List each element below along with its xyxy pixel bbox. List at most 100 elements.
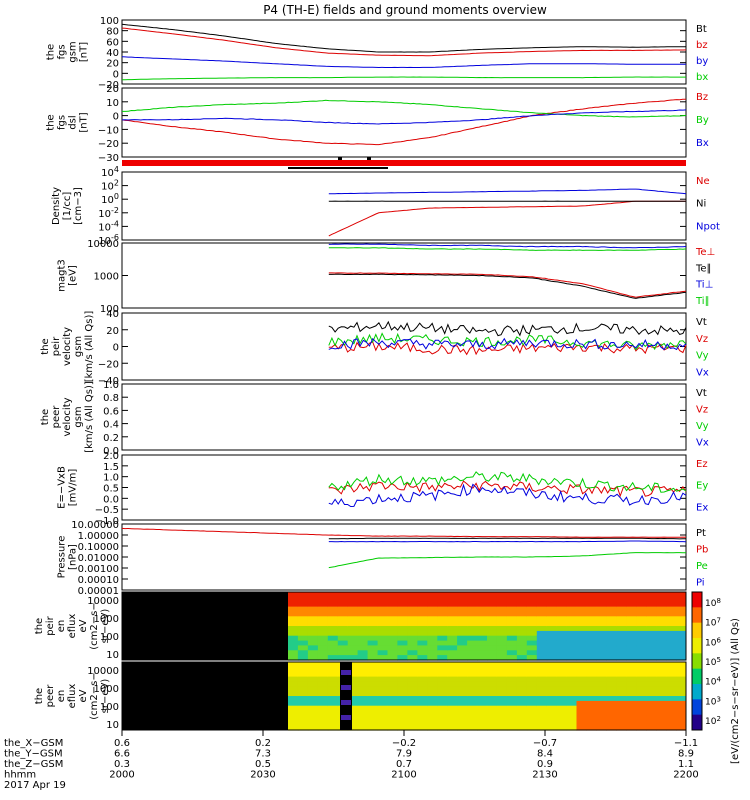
spectrogram-cell (477, 710, 488, 717)
legend-Vx: Vx (696, 438, 709, 449)
spectrogram-cell (536, 655, 548, 661)
spectrogram-cell (377, 650, 389, 656)
colorbar-tick-label: 107 (705, 617, 721, 629)
spectrogram-cell (676, 696, 687, 702)
series-line-Ti⊥ (328, 243, 687, 249)
spectrogram-cell (506, 592, 518, 598)
spectrogram-cell (656, 596, 667, 603)
spectrogram-cell (556, 640, 568, 647)
spectrogram-cell (606, 596, 617, 603)
spectrogram-cell (556, 705, 568, 712)
spectrogram-cell (437, 616, 448, 622)
spectrogram-cell (666, 681, 677, 687)
spectrogram-cell (566, 720, 578, 726)
spectrogram-cell (656, 681, 667, 687)
colorbar-label: [eV/(cm2−s−sr−eV)] (All Qs) (730, 618, 741, 764)
series-line-Bx (121, 109, 687, 125)
spectrogram-cell (417, 616, 428, 622)
y-tick-label: −10 (98, 125, 119, 136)
series-line-Ez (328, 480, 687, 498)
spectrogram-cell (467, 626, 478, 632)
spectrogram-cell (427, 705, 438, 712)
y-axis-label: en (56, 690, 67, 703)
spectrogram-cell (427, 720, 438, 726)
spectrogram-cell (307, 640, 319, 647)
spectrogram-cell (516, 655, 528, 661)
spectrogram-cell (626, 705, 637, 712)
spectrogram-cell (506, 686, 518, 692)
series-line-Vt (328, 320, 687, 337)
spectrogram-cell (666, 676, 677, 683)
spectrogram-cell (357, 645, 369, 651)
spectrogram-cell (377, 715, 389, 721)
spectrogram-cell (457, 676, 468, 683)
spectrogram-cell (397, 655, 408, 661)
spectrogram-cell (606, 611, 617, 617)
spectrogram-cell (586, 720, 597, 726)
spectrogram-cell (467, 691, 478, 697)
spectrogram-cell (666, 592, 677, 598)
spectrogram-cell (676, 635, 687, 642)
spectrogram-cell (516, 606, 528, 613)
spectrogram-cell (556, 645, 568, 651)
spectrogram-cell (387, 671, 398, 678)
spectrogram-cell (397, 645, 408, 651)
spectrogram-cell (516, 720, 528, 726)
spectrogram-cell (526, 621, 538, 627)
spectrogram-cell (586, 705, 597, 712)
spectrogram-cell (317, 666, 329, 673)
spectrogram-cell (327, 645, 339, 651)
spectrogram-cell (556, 720, 568, 726)
spectrogram-cell (676, 592, 687, 598)
spectrogram-cell (556, 621, 568, 627)
spectrogram-cell (606, 676, 617, 683)
series-line-Ti∥ (328, 247, 687, 251)
spectrogram-cell (307, 662, 319, 668)
spectrogram-cell (576, 650, 587, 656)
spectrogram-cell (377, 671, 389, 678)
spectrogram-cell (447, 710, 458, 717)
y-tick-label: 0.2 (103, 433, 119, 444)
spectrogram-cell (526, 645, 538, 651)
spectrogram-cell (337, 635, 349, 642)
spectrogram-cell (427, 630, 438, 637)
spectrogram-cell (606, 666, 617, 673)
spectrogram-cell (616, 626, 627, 632)
spectrogram-cell (387, 630, 398, 637)
spectrogram-cell (367, 666, 379, 673)
colorbar-segment (692, 638, 702, 654)
spectrogram-cell (596, 650, 607, 656)
row-label: the_Z−GSM (4, 759, 63, 770)
panel-frame (121, 87, 687, 158)
spectrogram-cell (357, 611, 369, 617)
spectrogram-cell (297, 611, 309, 617)
spectrogram-cell (546, 601, 558, 608)
spectrogram-cell (317, 626, 329, 632)
spectrogram-cell (676, 606, 687, 613)
spectrogram-cell (317, 710, 329, 717)
spectrogram-cell (536, 720, 548, 726)
panel-fgs_dsl: 20 10 0 −10 −20 −30 the fgs dsl [nT] Bz By Bx (46, 84, 709, 164)
spectrogram-cell (646, 705, 657, 712)
spectrogram-cell (387, 592, 398, 598)
spectrogram-cell (457, 635, 468, 642)
legend-Ni: Ni (696, 199, 706, 210)
spectrogram-cell (676, 662, 687, 668)
spectrogram-cell (407, 681, 418, 687)
spectrogram-cell (427, 611, 438, 617)
spectrogram-cell (457, 671, 468, 678)
spectrogram-cell (496, 725, 508, 731)
spectrogram-cell (646, 720, 657, 726)
spectrogram-cell (327, 650, 339, 656)
spectrogram-cell (397, 650, 408, 656)
spectrogram-cell (596, 700, 607, 707)
spectrogram-cell (467, 725, 478, 731)
spectrogram-cell (516, 700, 528, 707)
spectrogram-cell (576, 621, 587, 627)
spectrogram-cell (367, 662, 379, 668)
spectrogram-cell (616, 655, 627, 661)
spectrogram-cell (526, 705, 538, 712)
spectrogram-cell (616, 630, 627, 637)
spectrogram-cell (656, 705, 667, 712)
spectrogram-cell (317, 592, 329, 598)
